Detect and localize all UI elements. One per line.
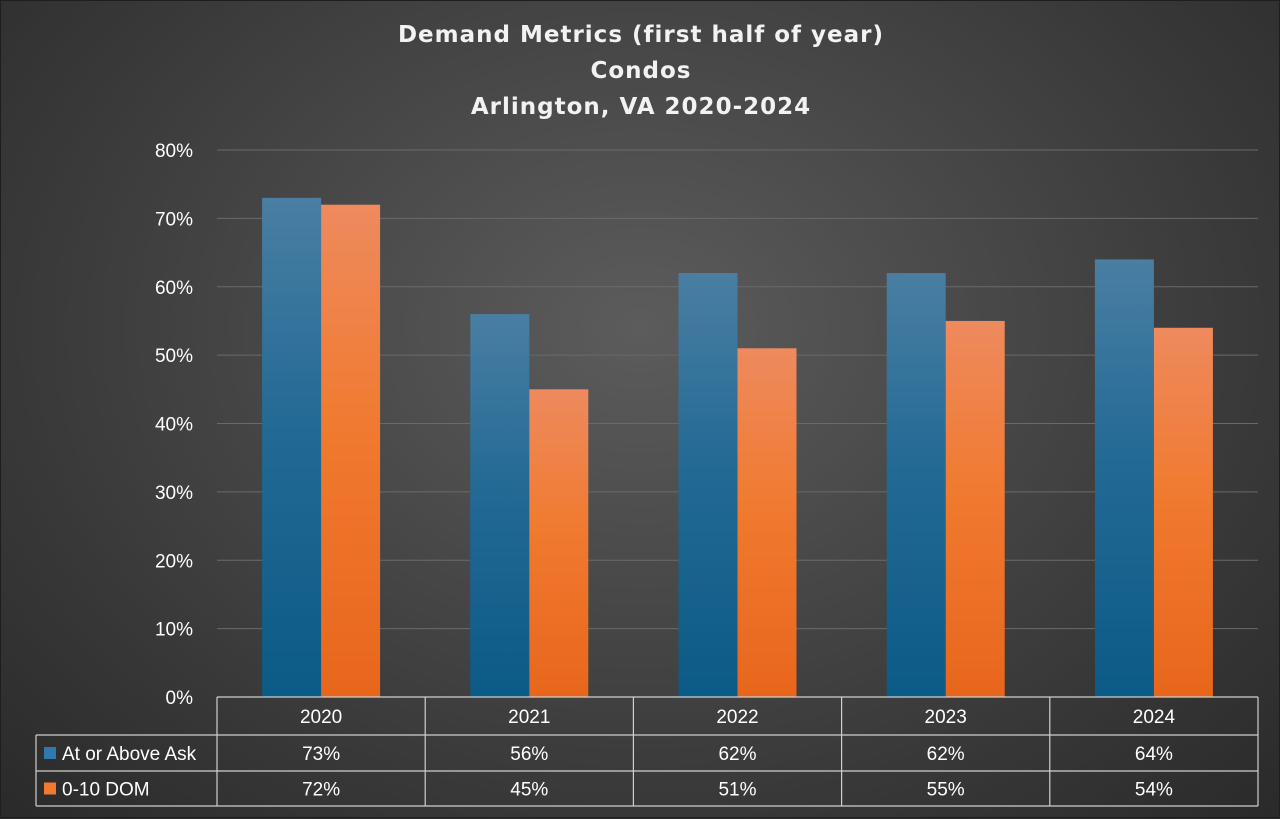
chart-title-line-2: Condos [590,58,692,84]
legend-swatch [44,747,56,759]
bar-at-or-above-ask-2020 [262,197,322,698]
x-category-label: 2022 [716,707,758,728]
data-value-label: 62% [927,744,965,765]
y-tick-label: 0% [166,688,194,709]
y-tick-label: 20% [155,551,193,572]
y-tick-label: 80% [155,141,193,162]
bar-0-10-dom-2024 [1153,327,1213,697]
data-value-label: 73% [302,744,340,765]
legend-series-name: 0-10 DOM [62,780,150,801]
y-tick-label: 70% [155,209,193,230]
x-category-label: 2024 [1133,707,1176,728]
y-tick-label: 50% [155,346,193,367]
bar-0-10-dom-2022 [737,348,797,697]
data-value-label: 51% [718,780,756,801]
legend-series-name: At or Above Ask [62,744,197,765]
bar-0-10-dom-2021 [529,389,589,697]
bar-at-or-above-ask-2023 [886,273,946,697]
bar-at-or-above-ask-2021 [470,314,530,697]
y-tick-label: 60% [155,278,193,299]
data-table: 2020 2021 2022 2023 2024 At or Above Ask 73% 56… [35,696,1259,807]
bars [262,197,1213,698]
y-tick-label: 10% [155,620,193,641]
x-category-label: 2023 [925,707,967,728]
x-category-label: 2020 [300,707,342,728]
x-category-label: 2021 [508,707,550,728]
data-value-label: 56% [510,744,548,765]
y-axis-ticks: 0% 10% 20% 30% 40% 50% 60% 70% 80% [155,141,193,709]
bar-at-or-above-ask-2022 [678,273,738,697]
bar-0-10-dom-2020 [321,204,381,697]
chart-title-line-3: Arlington, VA 2020-2024 [470,94,812,120]
bar-at-or-above-ask-2024 [1094,259,1154,697]
data-value-label: 62% [718,744,756,765]
data-value-label: 64% [1135,744,1173,765]
data-value-label: 55% [927,780,965,801]
bar-0-10-dom-2023 [945,320,1005,697]
y-tick-label: 30% [155,483,193,504]
chart-title-line-1: Demand Metrics (first half of year) [397,22,885,48]
chart-title: Demand Metrics (first half of year) Cond… [1,17,1280,125]
legend-swatch [44,782,56,795]
y-tick-label: 40% [155,415,193,436]
data-value-label: 54% [1135,780,1173,801]
data-value-label: 72% [302,780,340,801]
data-value-label: 45% [510,780,548,801]
